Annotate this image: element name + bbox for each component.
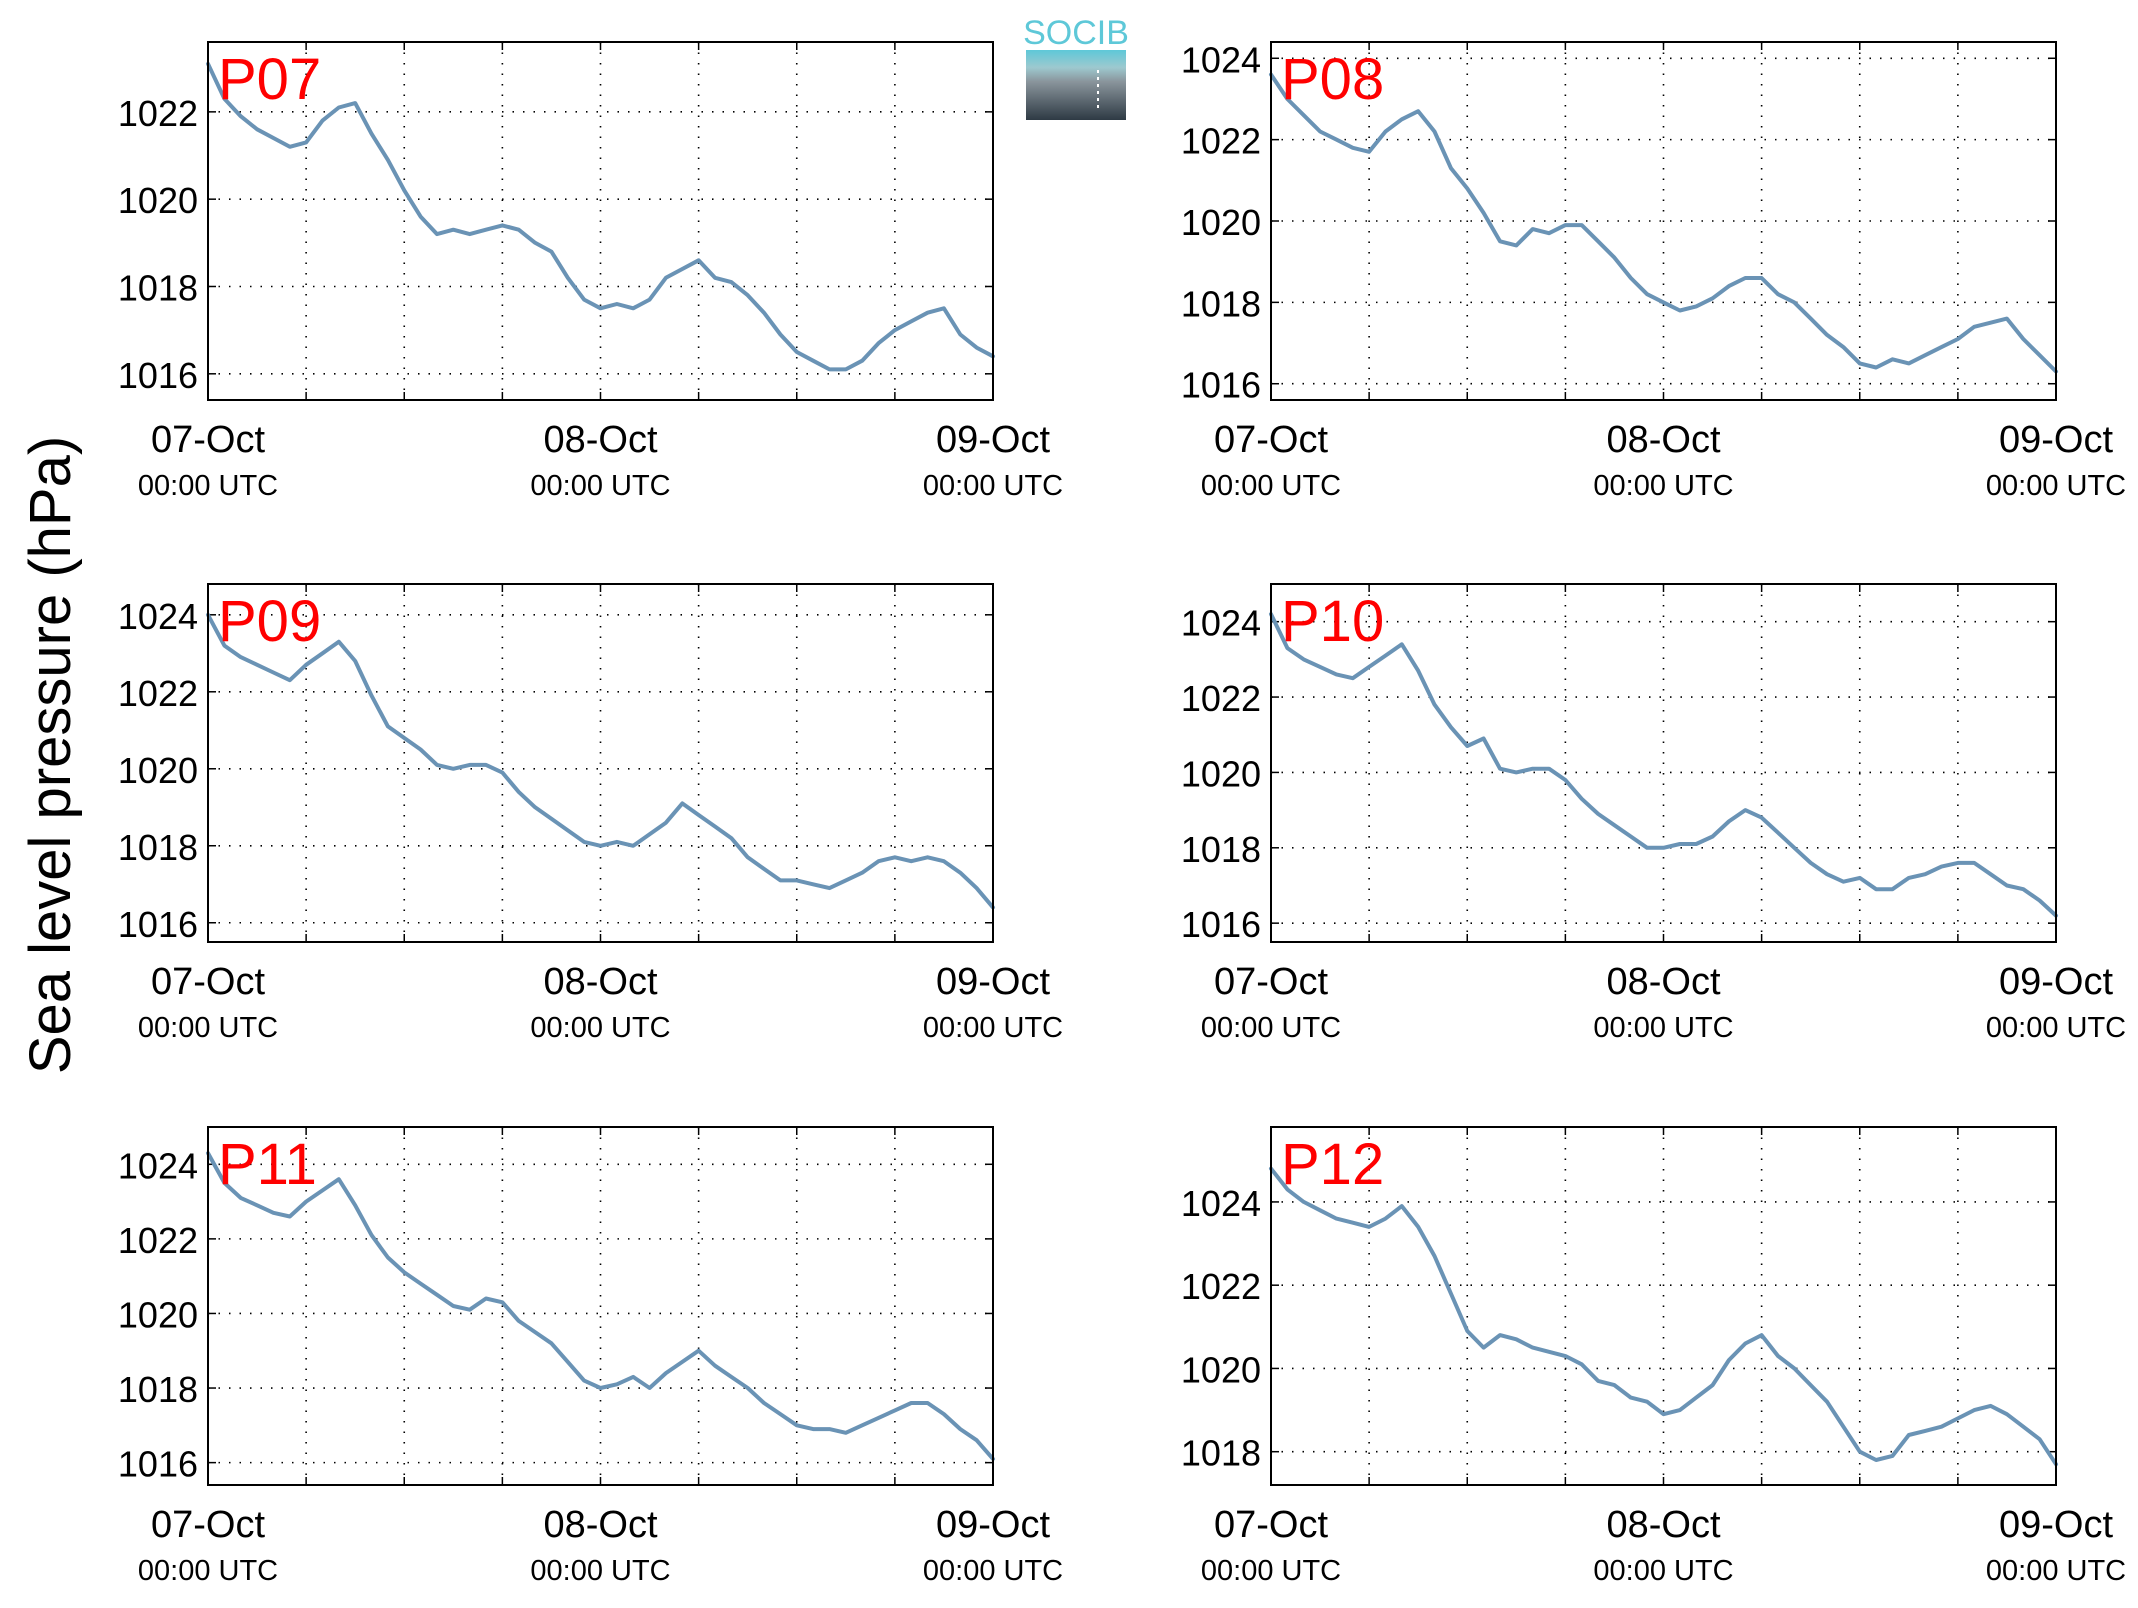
y-tick-label: 1016 <box>1181 904 1261 945</box>
x-tick-label-time: 00:00 UTC <box>138 1012 278 1044</box>
x-tick-label-date: 08-Oct <box>543 419 657 461</box>
x-tick-label-time: 00:00 UTC <box>1986 1012 2126 1044</box>
chart-panel-p10: 1016 1018 1020 1022 1024 07-Oct 00:00 UTC 08-Oc… <box>1181 583 2126 1044</box>
y-tick-label: 1024 <box>1181 603 1261 644</box>
x-tick-label-date: 08-Oct <box>1606 961 1720 1003</box>
series-line-p08 <box>1269 72 2058 374</box>
x-tick-label-date: 08-Oct <box>543 961 657 1003</box>
y-tick-label: 1016 <box>118 904 198 945</box>
y-tick-label: 1022 <box>118 1220 198 1261</box>
y-tick-label: 1016 <box>1181 365 1261 406</box>
y-tick-label: 1022 <box>1181 1266 1261 1307</box>
x-tick-label-date: 08-Oct <box>1606 419 1720 461</box>
logo-text: SOCIB <box>1023 14 1129 52</box>
x-tick-label-date: 08-Oct <box>1606 1504 1720 1546</box>
x-tick-label-time: 00:00 UTC <box>923 470 1063 502</box>
x-tick-label-date: 09-Oct <box>1999 419 2113 461</box>
x-tick-label-time: 00:00 UTC <box>923 1012 1063 1044</box>
x-tick-label-date: 08-Oct <box>543 1504 657 1546</box>
chart-panel-p07: 1016 1018 1020 1022 07-Oct 00:00 UTC 08-Oct 00:… <box>118 41 1063 502</box>
series-line-p12 <box>1269 1166 2058 1467</box>
series-line-p10 <box>1269 612 2058 918</box>
y-tick-label: 1024 <box>118 596 198 637</box>
y-tick-label: 1018 <box>1181 829 1261 870</box>
y-tick-label: 1020 <box>1181 753 1261 794</box>
y-tick-label: 1022 <box>118 93 198 134</box>
x-tick-label-time: 00:00 UTC <box>530 470 670 502</box>
plot-frame <box>1270 41 2057 401</box>
x-tick-label-time: 00:00 UTC <box>530 1012 670 1044</box>
y-tick-label: 1024 <box>1181 1183 1261 1224</box>
x-tick-label-time: 00:00 UTC <box>1593 1012 1733 1044</box>
y-tick-label: 1020 <box>118 1294 198 1335</box>
x-tick-label-date: 07-Oct <box>1214 1504 1328 1546</box>
y-tick-label: 1018 <box>118 267 198 308</box>
y-tick-label: 1018 <box>118 827 198 868</box>
plot-frame <box>207 1126 994 1486</box>
x-tick-label-time: 00:00 UTC <box>1986 470 2126 502</box>
panel-label-p09: P09 <box>218 589 321 654</box>
y-tick-label: 1020 <box>118 750 198 791</box>
socib-logo: SOCIB <box>1023 14 1129 120</box>
series-line-p11 <box>206 1151 995 1461</box>
chart-panel-p09: 1016 1018 1020 1022 1024 07-Oct 00:00 UTC 08-Oc… <box>118 583 1063 1044</box>
logo-block <box>1026 50 1126 120</box>
series-line-p09 <box>206 612 995 910</box>
panel-label-p07: P07 <box>218 47 321 112</box>
x-tick-label-time: 00:00 UTC <box>1986 1555 2126 1587</box>
y-tick-label: 1024 <box>118 1145 198 1186</box>
x-tick-label-time: 00:00 UTC <box>1201 1012 1341 1044</box>
x-tick-label-time: 00:00 UTC <box>923 1555 1063 1587</box>
plot-frame <box>207 41 994 401</box>
y-tick-label: 1022 <box>1181 121 1261 162</box>
chart-panel-p08: 1016 1018 1020 1022 1024 07-Oct 00:00 UTC 08-Oc… <box>1181 39 2126 502</box>
y-tick-label: 1016 <box>118 355 198 396</box>
series-line-p07 <box>206 61 995 372</box>
y-tick-label: 1016 <box>118 1444 198 1485</box>
x-tick-label-time: 00:00 UTC <box>1593 470 1733 502</box>
panel-label-p11: P11 <box>218 1132 317 1197</box>
y-tick-label: 1022 <box>1181 678 1261 719</box>
x-tick-label-date: 09-Oct <box>1999 1504 2113 1546</box>
y-tick-label: 1020 <box>1181 1349 1261 1390</box>
panel-label-p10: P10 <box>1281 589 1384 654</box>
y-tick-label: 1018 <box>118 1369 198 1410</box>
x-tick-label-date: 07-Oct <box>1214 419 1328 461</box>
x-tick-label-time: 00:00 UTC <box>1201 1555 1341 1587</box>
chart-panel-p11: 1016 1018 1020 1022 1024 07-Oct 00:00 UTC 08-Oc… <box>118 1126 1063 1587</box>
x-tick-label-time: 00:00 UTC <box>530 1555 670 1587</box>
y-tick-label: 1020 <box>118 180 198 221</box>
x-tick-label-date: 07-Oct <box>151 419 265 461</box>
y-axis-label: Sea level pressure (hPa) <box>18 436 83 1074</box>
plot-frame <box>207 583 994 943</box>
x-tick-label-date: 07-Oct <box>151 961 265 1003</box>
y-tick-label: 1018 <box>1181 1433 1261 1474</box>
x-tick-label-time: 00:00 UTC <box>1593 1555 1733 1587</box>
x-tick-label-date: 07-Oct <box>1214 961 1328 1003</box>
chart-panel-p12: 1018 1020 1022 1024 07-Oct 00:00 UTC 08-Oct 00:… <box>1181 1126 2126 1587</box>
y-tick-label: 1022 <box>118 673 198 714</box>
panel-label-p08: P08 <box>1281 47 1384 112</box>
y-tick-label: 1024 <box>1181 39 1261 80</box>
plot-frame <box>1270 583 2057 943</box>
y-tick-label: 1018 <box>1181 283 1261 324</box>
x-tick-label-date: 09-Oct <box>936 961 1050 1003</box>
x-tick-label-date: 09-Oct <box>1999 961 2113 1003</box>
x-tick-label-time: 00:00 UTC <box>138 470 278 502</box>
x-tick-label-date: 07-Oct <box>151 1504 265 1546</box>
plot-frame <box>1270 1126 2057 1486</box>
x-tick-label-time: 00:00 UTC <box>1201 470 1341 502</box>
x-tick-label-time: 00:00 UTC <box>138 1555 278 1587</box>
x-tick-label-date: 09-Oct <box>936 419 1050 461</box>
y-tick-label: 1020 <box>1181 202 1261 243</box>
panel-label-p12: P12 <box>1281 1132 1384 1197</box>
x-tick-label-date: 09-Oct <box>936 1504 1050 1546</box>
